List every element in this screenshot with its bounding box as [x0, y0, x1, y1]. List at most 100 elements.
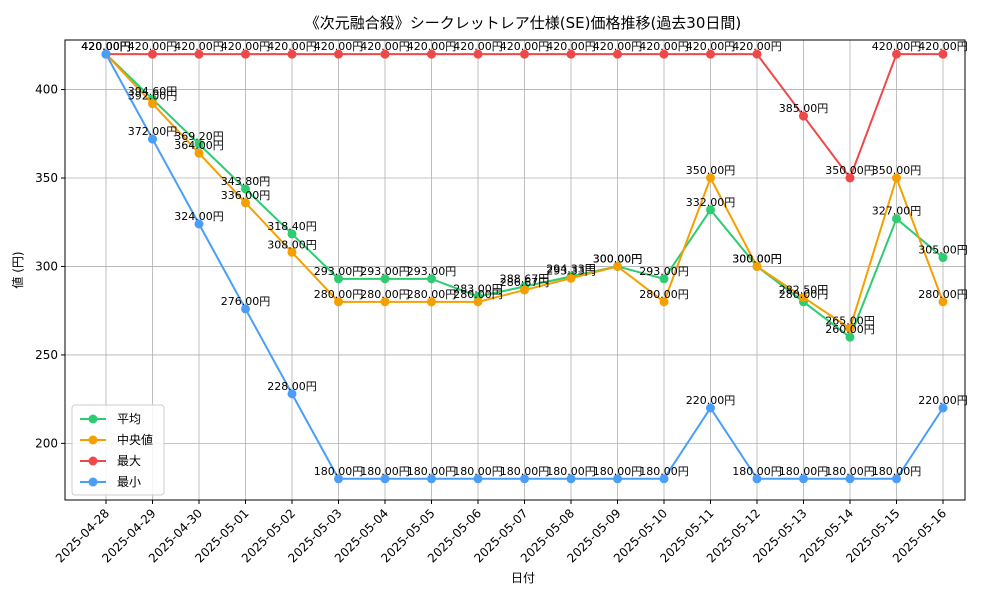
data-label: 265.00円 [825, 314, 875, 327]
legend-marker [88, 456, 98, 466]
data-label: 420.00円 [174, 40, 224, 53]
data-label: 420.00円 [453, 40, 503, 53]
data-label: 300.00円 [732, 252, 782, 265]
data-label: 180.00円 [546, 465, 596, 478]
data-point [473, 474, 483, 484]
data-label: 420.00円 [686, 40, 736, 53]
data-label: 180.00円 [639, 465, 689, 478]
data-point [938, 403, 948, 413]
data-label: 220.00円 [686, 394, 736, 407]
data-point [752, 49, 762, 59]
data-label: 280.00円 [360, 288, 410, 301]
data-label: 286.67円 [500, 276, 550, 289]
data-point [566, 474, 576, 484]
legend-label: 中央値 [117, 432, 153, 447]
data-point [613, 261, 622, 271]
data-label: 420.00円 [546, 40, 596, 53]
data-point [380, 297, 390, 307]
x-axis-label: 日付 [511, 571, 535, 585]
data-label: 420.00円 [360, 40, 410, 53]
data-point [520, 474, 529, 484]
chart-title: 《次元融合殺》シークレットレア仕様(SE)価格推移(過去30日間) [305, 14, 742, 32]
y-axis-ticks: 200 250 300 350 400 [35, 83, 65, 450]
data-point [659, 474, 669, 484]
data-labels: 420.00円 394.60円 369.20円 343.80円 318.40円 293.0… [81, 40, 968, 478]
data-point [148, 134, 157, 144]
data-label: 180.00円 [732, 465, 782, 478]
data-point [845, 173, 855, 183]
data-label: 327.00円 [872, 205, 922, 218]
data-label: 420.00円 [221, 40, 271, 53]
data-point [613, 49, 622, 59]
data-point [845, 332, 855, 342]
legend-label: 平均 [117, 412, 141, 426]
data-label: 180.00円 [314, 465, 364, 478]
grid [65, 40, 965, 500]
data-point [799, 111, 808, 121]
data-label: 420.00円 [81, 40, 131, 53]
data-point [566, 273, 576, 283]
data-label: 283.00円 [453, 283, 503, 296]
series-group [101, 49, 948, 484]
data-point [427, 474, 436, 484]
data-label: 280.00円 [407, 288, 457, 301]
data-label: 300.00円 [593, 252, 643, 265]
data-label: 293.00円 [639, 265, 689, 278]
data-label: 282.50円 [779, 283, 829, 296]
data-point [287, 247, 297, 257]
data-point [427, 297, 436, 307]
data-label: 180.00円 [407, 465, 457, 478]
data-point [845, 474, 855, 484]
data-label: 300.00円 [732, 252, 782, 265]
legend-marker [88, 477, 98, 487]
data-label: 369.20円 [174, 130, 224, 143]
data-label: 180.00円 [593, 465, 643, 478]
data-point [659, 49, 669, 59]
data-point [892, 214, 901, 224]
data-label: 294.33円 [546, 262, 596, 275]
data-label: 324.00円 [174, 210, 224, 223]
data-label: 180.00円 [500, 465, 550, 478]
data-label: 420.00円 [732, 40, 782, 53]
data-point [287, 49, 297, 59]
y-tick-label: 250 [35, 348, 58, 362]
data-point [148, 49, 157, 59]
data-point [334, 297, 343, 307]
data-point [101, 49, 111, 59]
data-point [659, 274, 669, 284]
data-point [334, 474, 343, 484]
data-point [799, 292, 808, 302]
data-label: 300.00円 [593, 252, 643, 265]
data-label: 336.00円 [221, 189, 271, 202]
data-point [938, 297, 948, 307]
data-label: 420.00円 [639, 40, 689, 53]
y-tick-label: 200 [35, 436, 58, 450]
legend-marker [88, 414, 98, 424]
data-label: 220.00円 [918, 394, 968, 407]
data-label: 343.80円 [221, 175, 271, 188]
data-label: 280.00円 [314, 288, 364, 301]
data-label: 420.00円 [872, 40, 922, 53]
data-label: 308.00円 [267, 238, 317, 251]
data-point [287, 389, 297, 399]
data-label: 180.00円 [453, 465, 503, 478]
data-label: 180.00円 [779, 465, 829, 478]
data-point [194, 219, 204, 229]
data-point [706, 49, 715, 59]
data-label: 420.00円 [81, 40, 131, 53]
data-label: 228.00円 [267, 380, 317, 393]
data-label: 420.00円 [81, 40, 131, 53]
data-point [194, 49, 204, 59]
data-point [427, 274, 436, 284]
data-point [241, 304, 250, 314]
data-point [241, 49, 250, 59]
data-point [194, 139, 204, 149]
data-point [938, 253, 948, 263]
data-label: 280.00円 [453, 288, 503, 301]
data-point [706, 205, 715, 215]
y-tick-label: 400 [35, 83, 58, 97]
data-point [473, 49, 483, 59]
data-label: 180.00円 [360, 465, 410, 478]
